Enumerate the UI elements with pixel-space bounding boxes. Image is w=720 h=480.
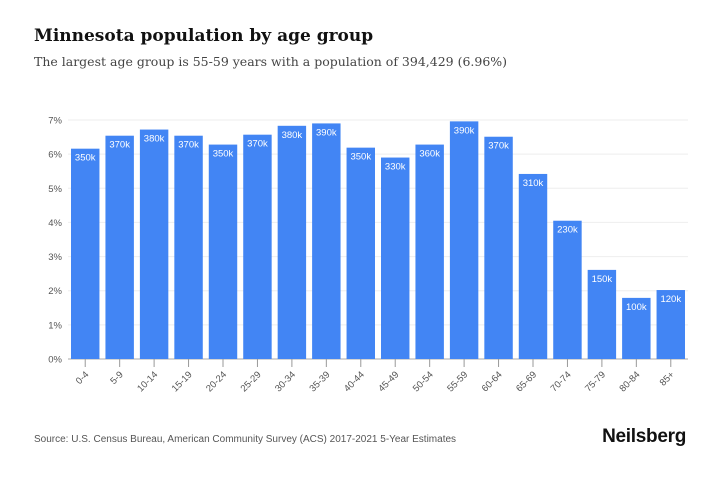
data-label: 350k [350,152,371,163]
x-tick-label: 5-9 [108,369,125,386]
x-tick-label: 60-64 [480,369,505,394]
bar [622,297,651,359]
x-tick-label: 65-69 [514,369,539,394]
neilsberg-logo: Neilsberg [602,426,686,447]
data-label: 370k [247,139,268,150]
bar [484,136,513,359]
bar [656,290,685,359]
source-note: Source: U.S. Census Bureau, American Com… [34,434,457,445]
x-tick-label: 40-44 [342,369,367,394]
bar [449,121,479,359]
chart-subtitle: The largest age group is 55-59 years wit… [34,54,508,69]
bar [105,135,134,359]
y-tick-label: 3% [48,252,62,263]
x-tick-label: 75-79 [583,369,608,394]
y-tick-label: 4% [48,218,62,229]
data-label: 370k [109,140,130,151]
data-label: 230k [557,225,578,236]
data-label: 350k [213,149,234,160]
bar [174,135,203,359]
bar [243,134,272,359]
data-label: 310k [523,178,544,189]
y-tick-label: 7% [48,116,62,127]
bar [139,129,169,359]
bar [415,144,444,359]
bar [312,123,341,360]
data-label: 390k [316,127,337,138]
data-label: 390k [454,125,475,136]
x-tick-label: 45-49 [376,369,401,394]
data-label: 330k [385,162,406,173]
data-label: 120k [660,294,681,305]
x-tick-label: 10-14 [135,369,160,394]
data-label: 370k [178,140,199,151]
data-label: 360k [419,149,440,160]
x-tick-label: 20-24 [204,369,229,394]
bar [346,147,375,359]
x-tick-label: 30-34 [273,369,298,394]
x-tick-label: 35-39 [307,369,332,394]
data-label: 380k [144,134,165,145]
bar [208,144,238,359]
x-tick-label: 25-29 [239,369,264,394]
x-tick-label: 70-74 [549,369,574,394]
bar [381,157,410,359]
y-tick-label: 5% [48,184,62,195]
bar [71,148,100,359]
x-tick-label: 55-59 [445,369,470,394]
bar [518,173,548,359]
x-tick-label: 0-4 [74,369,91,386]
data-label: 350k [75,153,96,164]
x-tick-label: 85+ [658,369,677,388]
y-tick-label: 1% [48,320,62,331]
x-tick-label: 50-54 [411,369,436,394]
x-tick-label: 80-84 [617,369,642,394]
data-label: 380k [282,130,303,141]
y-tick-label: 0% [48,355,62,366]
bar [277,125,307,359]
y-tick-label: 6% [48,150,62,161]
data-label: 150k [592,274,613,285]
bar [587,269,617,359]
data-label: 370k [488,141,509,152]
bar [553,220,582,359]
y-tick-label: 2% [48,286,62,297]
data-label: 100k [626,302,647,313]
x-tick-label: 15-19 [170,369,195,394]
chart-title: Minnesota population by age group [34,26,374,46]
